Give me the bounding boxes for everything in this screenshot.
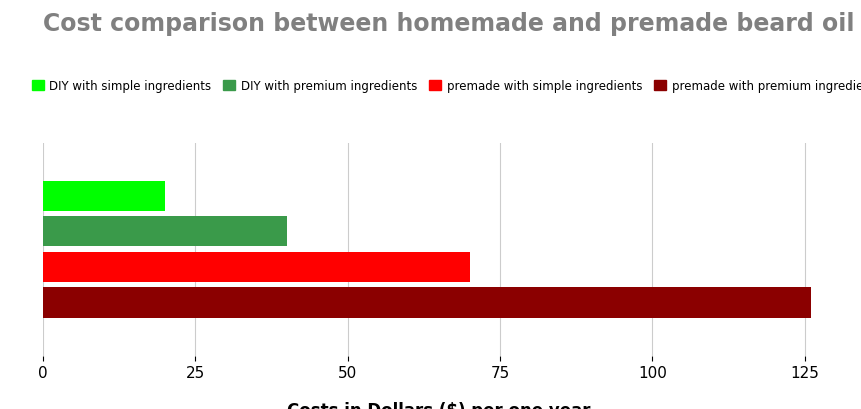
X-axis label: Costs in Dollars ($) per one year: Costs in Dollars ($) per one year: [288, 401, 591, 409]
Bar: [43, 288, 811, 318]
Legend: DIY with simple ingredients, DIY with premium ingredients, premade with simple i: DIY with simple ingredients, DIY with pr…: [32, 79, 861, 92]
Bar: [43, 181, 165, 211]
Bar: [43, 217, 287, 247]
Bar: [43, 252, 469, 282]
Text: Cost comparison between homemade and premade beard oil: Cost comparison between homemade and pre…: [43, 12, 855, 36]
